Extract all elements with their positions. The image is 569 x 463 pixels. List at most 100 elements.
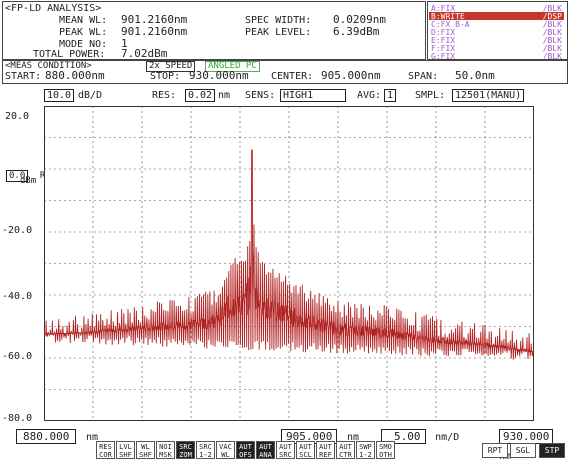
smpl-field[interactable]: 12501(MANU) (452, 89, 525, 102)
total-power-value: 7.02dBm (121, 47, 168, 60)
softkey-bottom-label: 1-2 (199, 451, 212, 459)
meas-condition-title: <MEAS CONDITION> (5, 61, 92, 71)
smpl-label: SMPL: (415, 90, 446, 101)
x-div-group: 5.00 nm/D (381, 425, 459, 444)
trace-row[interactable]: G:FIX/BLK (429, 52, 564, 61)
softkey-top-label: NOI (159, 443, 172, 451)
softkey-button[interactable]: AUT SRC (276, 441, 295, 459)
softkey-top-label: AUT (239, 443, 252, 451)
softkey-bottom-label: SHF (119, 451, 132, 459)
softkey-top-label: SRC (199, 443, 212, 451)
softkey-button[interactable]: SWP 1-2 (356, 441, 375, 459)
x-center-value[interactable]: 905.000 (281, 429, 338, 444)
center-value: 905.000nm (321, 69, 381, 82)
softkey-button[interactable]: SRC 1-2 (196, 441, 215, 459)
softkey-button[interactable]: AUT REF (316, 441, 335, 459)
y-tick-minus40: -40.0 (2, 291, 33, 302)
x-start-unit: nm (86, 432, 99, 443)
spectrum-plot[interactable] (44, 106, 534, 421)
spec-width-value: 0.0209nm (333, 13, 386, 26)
softkey-button[interactable]: LVL SHF (116, 441, 135, 459)
mean-wl-value: 901.2160nm (121, 13, 188, 26)
softkey-top-label: AUT (299, 443, 312, 451)
trace-row[interactable]: D:FIX/BLK (429, 28, 564, 37)
softkey-top-label: AUT (319, 443, 332, 451)
softkey-button[interactable]: WL SHF (136, 441, 155, 459)
softkey-top-label: WL (141, 443, 150, 451)
softkey-bottom-label: SRC (279, 451, 292, 459)
softkey-button[interactable]: RES COR (96, 441, 115, 459)
res-field[interactable]: 0.02 (185, 89, 216, 102)
angled-pc-badge: ANGLED PC (205, 61, 260, 72)
trace-panel: A:FIX/BLK B:WRITE/DSP C:FX B-A/BLK D:FIX/BL… (427, 1, 568, 61)
res-unit: nm (218, 90, 231, 101)
sweep-stp-button[interactable]: STP (539, 443, 565, 458)
analysis-panel: <FP-LD ANALYSIS> MEAN WL: 901.2160nm PEA… (2, 1, 426, 60)
sens-label: SENS: (245, 90, 276, 101)
softkey-top-label: RES (99, 443, 112, 451)
span-label: SPAN: (408, 71, 439, 82)
avg-label: AVG: (357, 90, 382, 101)
avg-field[interactable]: 1 (384, 89, 397, 102)
peak-wl-value: 901.2160nm (121, 25, 188, 38)
trace-label: G:FIX (431, 52, 456, 61)
softkey-button[interactable]: AUT ANA (256, 441, 275, 459)
peak-level-value: 6.39dBm (333, 25, 380, 38)
trace-mode: /BLK (542, 20, 562, 29)
spec-width-label: SPEC WIDTH: (245, 15, 312, 26)
softkey-button[interactable]: AUT CTR (336, 441, 355, 459)
softkey-bottom-label: WL (221, 451, 230, 459)
softkey-bottom-label: OTH (379, 451, 392, 459)
mode-no-label: MODE NO: (59, 39, 108, 50)
trace-row[interactable]: E:FIX/BLK (429, 36, 564, 45)
mean-wl-label: MEAN WL: (59, 15, 108, 26)
softkey-top-label: SRC (179, 443, 192, 451)
y-tick-minus20: -20.0 (2, 225, 33, 236)
sweep-rpt-button[interactable]: RPT (482, 443, 508, 458)
softkey-button[interactable]: NOI MSK (156, 441, 175, 459)
x-start-value[interactable]: 880.000 (16, 429, 77, 444)
softkey-bottom-label: OFS (239, 451, 252, 459)
softkey-button[interactable]: VAC WL (216, 441, 235, 459)
sweep-sgl-button[interactable]: SGL (510, 443, 536, 458)
x-stop-value[interactable]: 930.000 (499, 429, 554, 444)
spectrum-trace (44, 149, 534, 360)
x-center-group: 905.000 nm (281, 425, 359, 444)
mode-no-value: 1 (121, 37, 128, 50)
peak-level-label: PEAK LEVEL: (245, 27, 312, 38)
trace-label: E:FIX (431, 36, 456, 45)
softkey-button[interactable]: AUT SCL (296, 441, 315, 459)
trace-mode: /BLK (542, 28, 562, 37)
softkey-top-label: SWP (359, 443, 372, 451)
peak-wl-label: PEAK WL: (59, 27, 108, 38)
scale-field[interactable]: 10.0 (44, 89, 75, 102)
x-start-group: 880.000 nm (16, 425, 98, 444)
trace-row[interactable]: C:FX B-A/BLK (429, 20, 564, 29)
softkey-button[interactable]: SRC ZOM (176, 441, 195, 459)
softkey-top-label: AUT (259, 443, 272, 451)
trace-row[interactable]: B:WRITE/DSP (429, 12, 564, 21)
trace-mode: /BLK (542, 36, 562, 45)
softkey-bottom-label: ANA (259, 451, 272, 459)
stop-label: STOP: (150, 71, 181, 82)
settings-row: 10.0 dB/D RES: 0.02 nm SENS: HIGH1 AVG: … (0, 89, 569, 103)
trace-label: B:WRITE (431, 12, 465, 21)
x-div-value[interactable]: 5.00 (381, 429, 426, 444)
analysis-title: <FP-LD ANALYSIS> (5, 3, 102, 14)
trace-mode: /BLK (542, 4, 562, 13)
softkey-bottom-label: COR (99, 451, 112, 459)
total-power-label: TOTAL POWER: (33, 49, 106, 60)
start-label: START: (5, 71, 42, 82)
x-center-unit: nm (347, 432, 360, 443)
trace-mode: /BLK (542, 44, 562, 53)
trace-row[interactable]: A:FIX/BLK (429, 4, 564, 13)
sens-field[interactable]: HIGH1 (280, 89, 346, 102)
softkey-bottom-label: ZOM (179, 451, 192, 459)
ref-value: 0.0 (6, 170, 29, 182)
softkey-button[interactable]: SMO OTH (376, 441, 395, 459)
res-label: RES: (152, 90, 177, 101)
scale-unit: dB/D (78, 90, 103, 101)
trace-row[interactable]: F:FIX/BLK (429, 44, 564, 53)
softkey-bottom-label: SHF (139, 451, 152, 459)
softkey-button[interactable]: AUT OFS (236, 441, 255, 459)
